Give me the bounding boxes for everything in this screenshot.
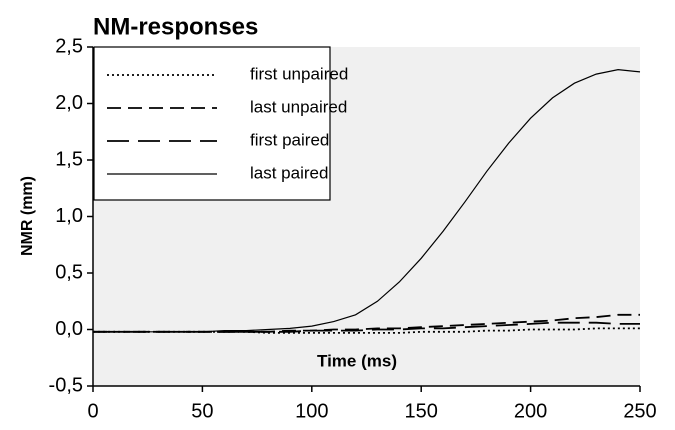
x-tick-label: 0 [87,400,98,422]
chart-title: NM-responses [93,13,258,40]
legend-label: first unpaired [250,64,348,83]
x-tick-label: 50 [191,400,213,422]
y-tick-label: 1,5 [55,148,83,170]
y-tick-label: 0,0 [55,318,83,340]
y-tick-label: 2,5 [55,35,83,57]
x-tick-label: 150 [405,400,438,422]
legend-label: last unpaired [250,97,347,116]
legend-label: last paired [250,163,328,182]
data-line [93,68,641,333]
y-tick-label: 2,0 [55,92,83,114]
x-tick-label: 100 [295,400,328,422]
y-tick-label: 0,5 [55,261,83,283]
x-axis-label: Time (ms) [317,351,397,370]
x-tick-label: 250 [623,400,656,422]
x-tick-label: 200 [514,400,547,422]
y-tick-label: -0,5 [49,374,83,396]
y-tick-label: 1,0 [55,205,83,227]
y-axis-label: NMR (mm) [19,176,36,256]
legend-label: first paired [250,130,329,149]
